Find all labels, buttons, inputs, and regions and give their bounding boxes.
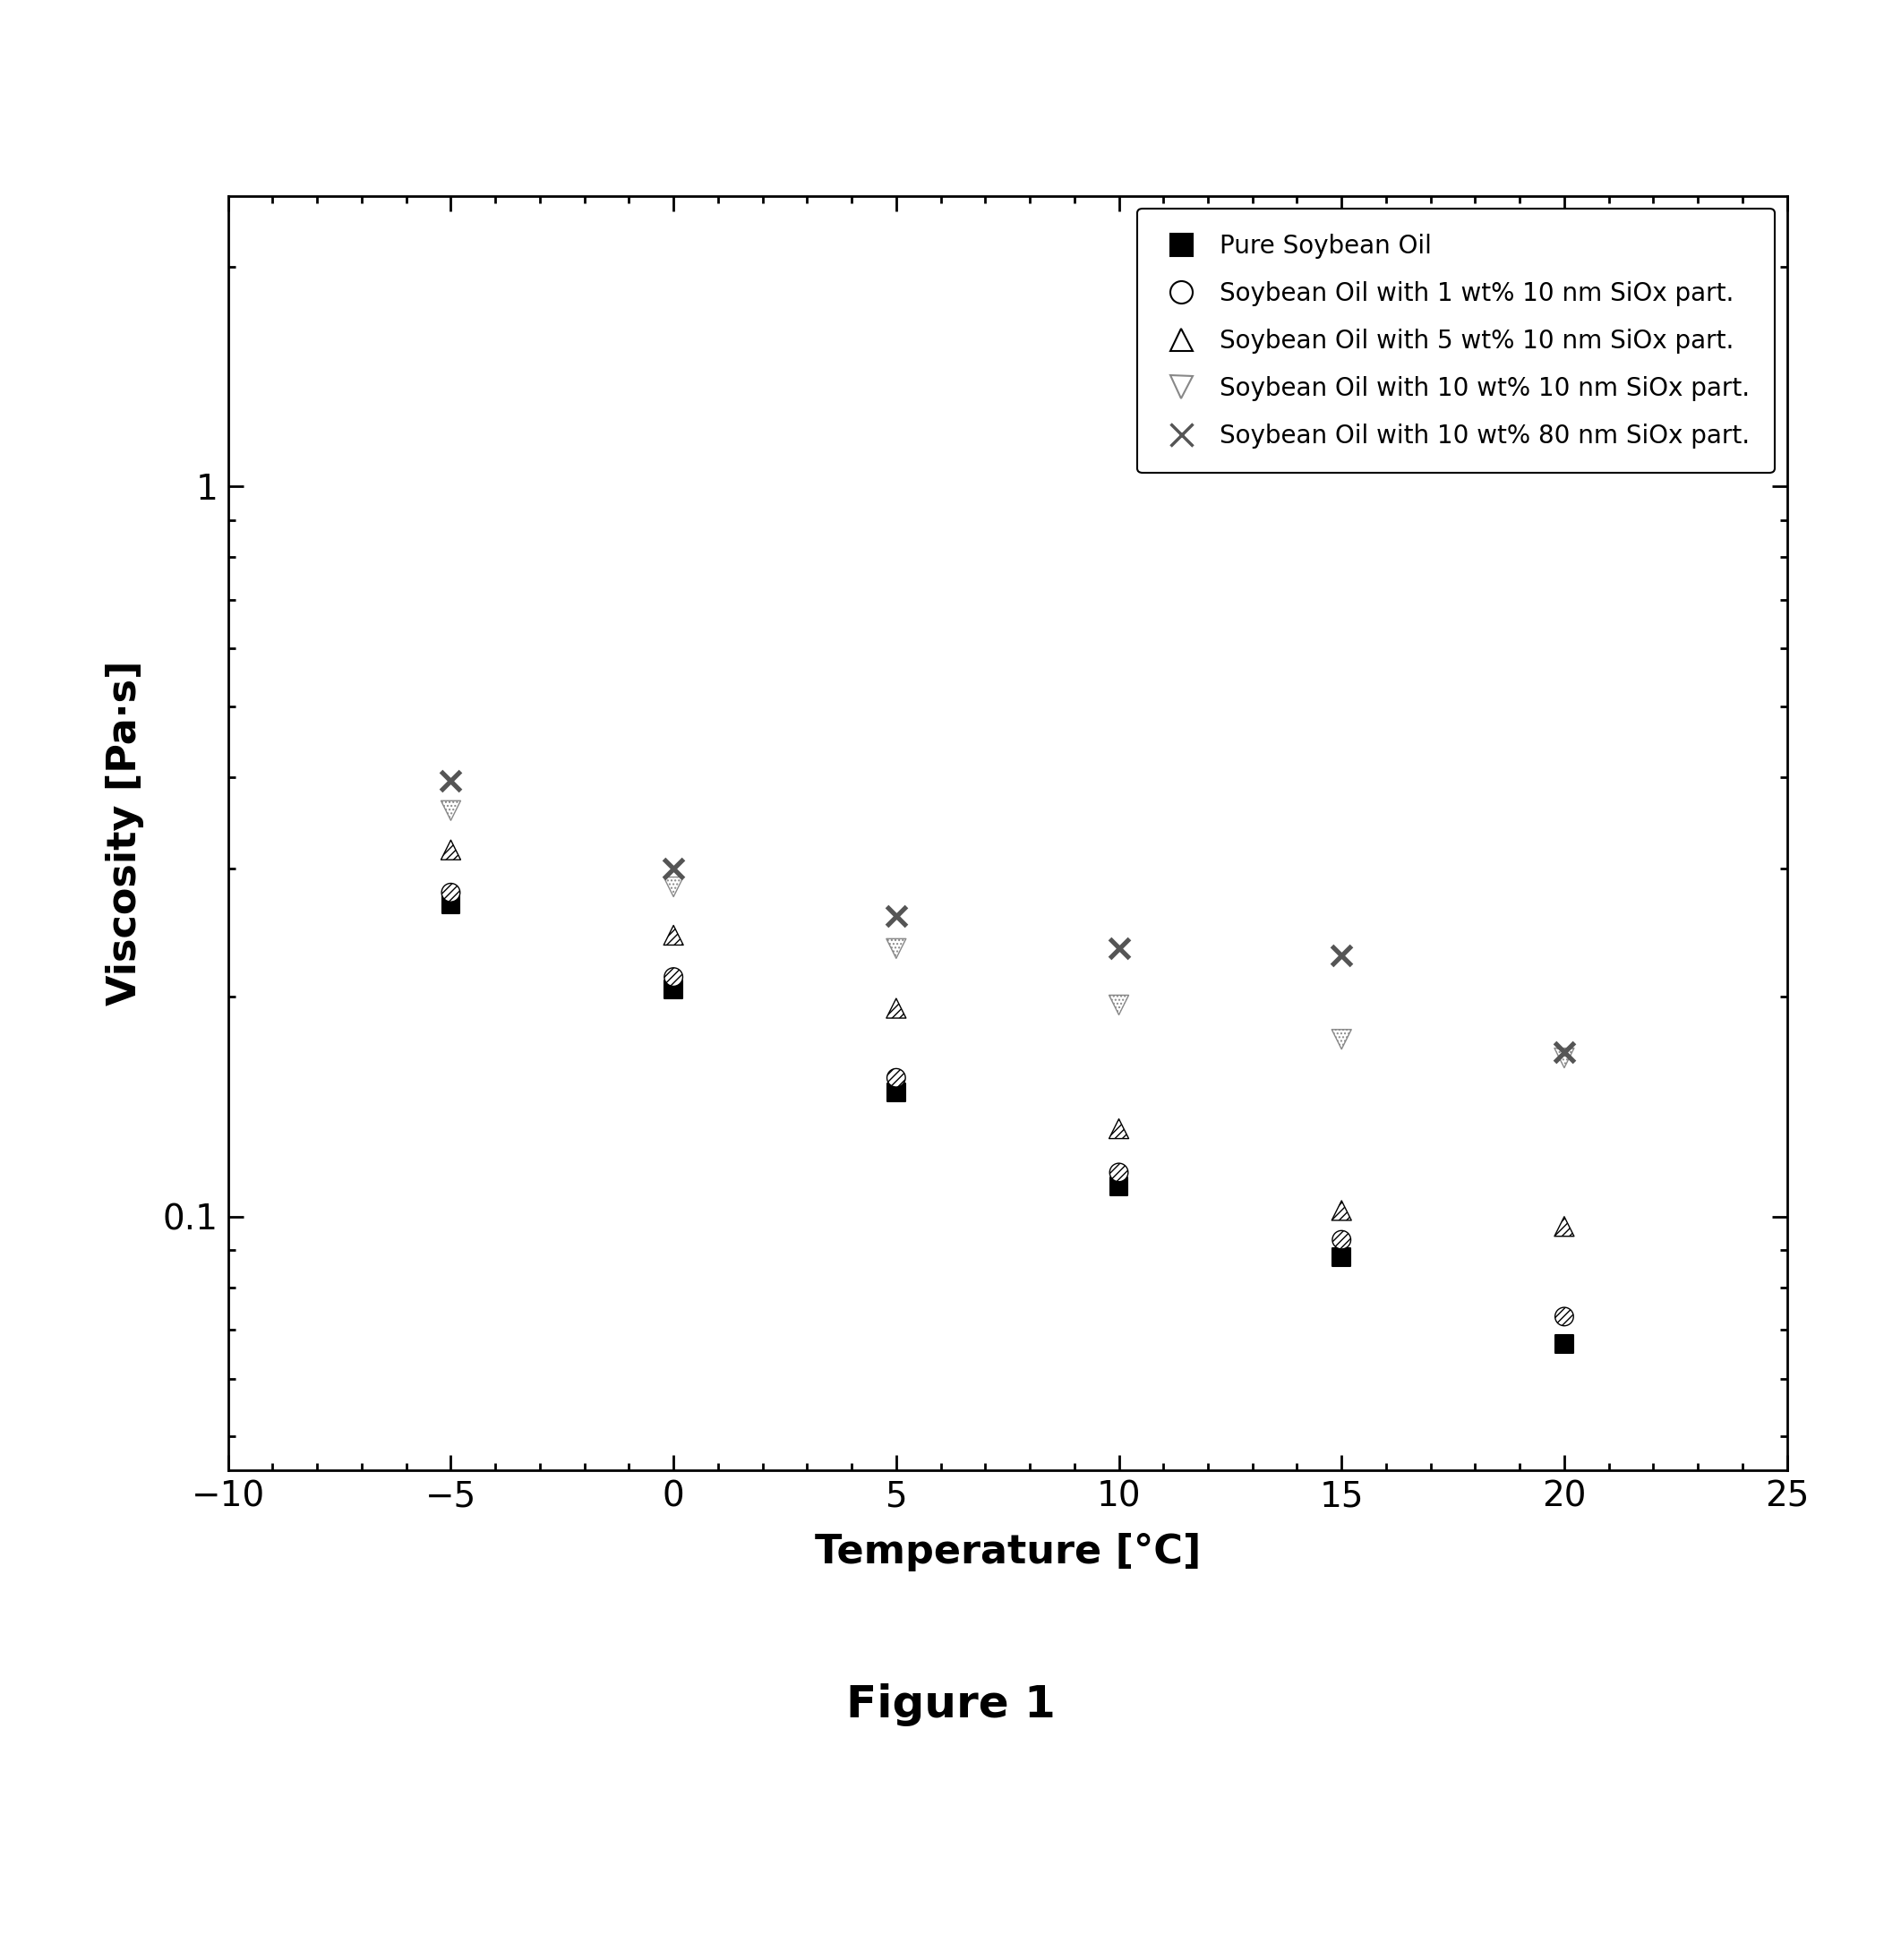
Soybean Oil with 10 wt% 80 nm SiOx part. [658,853,688,884]
Soybean Oil with 10 wt% 10 nm SiOx part. [1327,1023,1357,1054]
Soybean Oil with 1 wt% 10 nm SiOx part. [1549,1301,1580,1333]
Pure Soybean Oil [435,888,466,919]
Soybean Oil with 10 wt% 10 nm SiOx part. [880,933,911,964]
Soybean Oil with 5 wt% 10 nm SiOx part. [658,919,688,951]
Pure Soybean Oil [880,1076,911,1107]
Text: Figure 1: Figure 1 [846,1684,1055,1727]
Soybean Oil with 5 wt% 10 nm SiOx part. [1104,1113,1135,1145]
Soybean Oil with 5 wt% 10 nm SiOx part. [435,835,466,866]
Soybean Oil with 1 wt% 10 nm SiOx part. [658,960,688,992]
Legend: Pure Soybean Oil, Soybean Oil with 1 wt% 10 nm SiOx part., Soybean Oil with 5 wt: Pure Soybean Oil, Soybean Oil with 1 wt%… [1137,208,1774,472]
Soybean Oil with 5 wt% 10 nm SiOx part. [1549,1211,1580,1243]
Soybean Oil with 1 wt% 10 nm SiOx part. [1327,1225,1357,1256]
Soybean Oil with 10 wt% 10 nm SiOx part. [658,870,688,902]
Soybean Oil with 10 wt% 10 nm SiOx part. [1104,990,1135,1021]
Pure Soybean Oil [1549,1329,1580,1360]
Soybean Oil with 10 wt% 80 nm SiOx part. [880,900,911,931]
Soybean Oil with 5 wt% 10 nm SiOx part. [1327,1196,1357,1227]
Soybean Oil with 10 wt% 10 nm SiOx part. [435,796,466,827]
Soybean Oil with 1 wt% 10 nm SiOx part. [1104,1156,1135,1188]
Soybean Oil with 10 wt% 80 nm SiOx part. [1327,939,1357,970]
Soybean Oil with 5 wt% 10 nm SiOx part. [880,992,911,1023]
Soybean Oil with 10 wt% 80 nm SiOx part. [1104,933,1135,964]
Pure Soybean Oil [1104,1170,1135,1201]
Soybean Oil with 1 wt% 10 nm SiOx part. [435,876,466,907]
X-axis label: Temperature [°C]: Temperature [°C] [814,1533,1201,1572]
Soybean Oil with 10 wt% 80 nm SiOx part. [435,766,466,798]
Pure Soybean Oil [658,974,688,1005]
Soybean Oil with 10 wt% 10 nm SiOx part. [1549,1043,1580,1074]
Soybean Oil with 1 wt% 10 nm SiOx part. [880,1062,911,1094]
Pure Soybean Oil [1327,1241,1357,1272]
Soybean Oil with 10 wt% 80 nm SiOx part. [1549,1037,1580,1068]
Y-axis label: Viscosity [Pa·s]: Viscosity [Pa·s] [105,661,144,1005]
